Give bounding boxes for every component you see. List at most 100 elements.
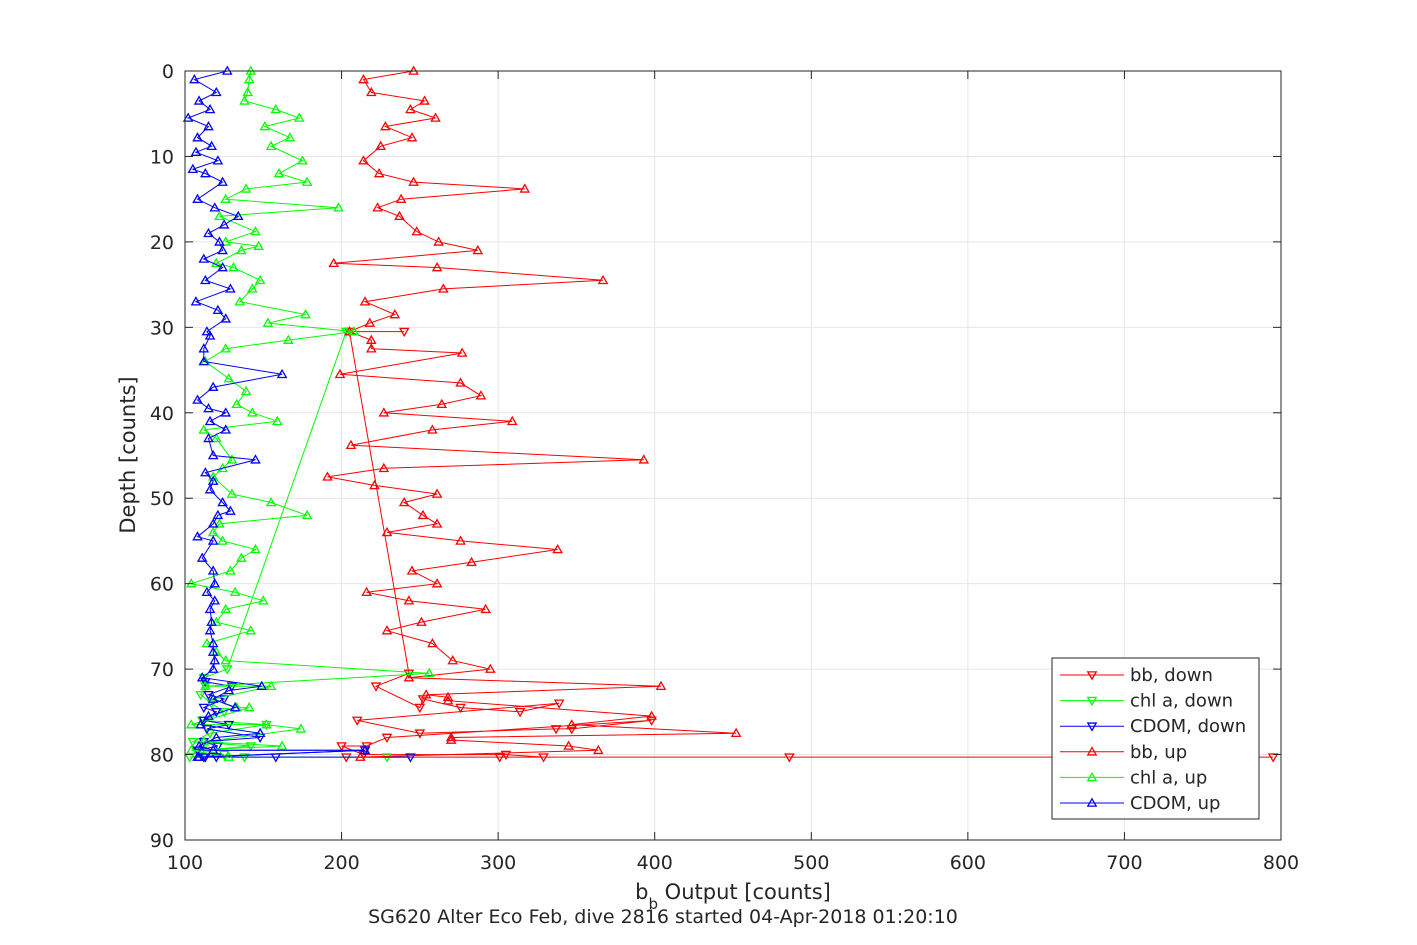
y-tick-label: 70 xyxy=(150,659,174,681)
data-point xyxy=(466,556,477,567)
data-point xyxy=(242,86,253,97)
data-point xyxy=(192,132,203,142)
data-point xyxy=(185,578,197,588)
data-point xyxy=(196,552,208,562)
series-line xyxy=(186,70,366,758)
y-tick-label: 40 xyxy=(150,403,174,425)
data-point xyxy=(236,244,247,255)
data-point xyxy=(196,672,208,682)
data-point xyxy=(420,689,432,699)
data-point xyxy=(193,95,205,105)
data-point xyxy=(301,176,313,186)
data-point xyxy=(226,454,238,464)
data-point xyxy=(427,637,438,648)
data-point xyxy=(403,595,415,605)
data-point xyxy=(220,603,232,614)
data-point xyxy=(206,140,217,150)
data-point xyxy=(254,274,266,285)
legend-swatch-marker xyxy=(1086,696,1098,707)
data-point xyxy=(433,236,444,246)
y-tick-label: 50 xyxy=(150,488,174,510)
data-point xyxy=(198,716,210,726)
data-point xyxy=(220,313,232,323)
y-tick-label: 60 xyxy=(150,574,174,596)
data-point xyxy=(361,586,372,597)
data-point xyxy=(395,193,407,203)
data-point xyxy=(217,262,228,272)
data-point xyxy=(403,672,415,682)
data-point xyxy=(472,244,484,255)
y-tick-label: 80 xyxy=(150,745,174,767)
x-tick-label: 300 xyxy=(480,852,516,874)
data-point xyxy=(484,663,496,673)
series-line xyxy=(327,70,737,758)
legend-swatch-marker xyxy=(1086,797,1098,807)
data-point xyxy=(273,168,285,178)
data-point xyxy=(351,716,363,726)
x-tick-label: 500 xyxy=(793,852,829,874)
y-tick-label: 30 xyxy=(150,317,174,339)
data-point xyxy=(336,742,347,752)
data-point xyxy=(262,317,274,327)
data-point xyxy=(416,616,427,626)
y-tick-label: 90 xyxy=(150,830,174,852)
data-point xyxy=(210,708,222,718)
data-point xyxy=(198,343,210,353)
data-point xyxy=(192,531,203,541)
data-point xyxy=(193,751,205,761)
data-point xyxy=(359,296,371,306)
data-point xyxy=(239,95,250,105)
data-point xyxy=(201,326,213,336)
x-tick-label: 200 xyxy=(323,852,359,874)
data-point xyxy=(261,719,272,729)
data-point xyxy=(519,183,531,193)
legend-label: chl a, down xyxy=(1130,691,1233,712)
data-point xyxy=(204,625,216,635)
data-point xyxy=(250,543,261,554)
y-tick-label: 10 xyxy=(150,146,174,168)
data-point xyxy=(212,509,224,520)
data-point xyxy=(217,496,228,507)
data-point xyxy=(655,680,667,690)
data-point xyxy=(218,750,230,761)
data-point xyxy=(276,368,288,379)
data-point xyxy=(638,454,650,464)
data-point xyxy=(210,86,222,97)
data-point xyxy=(217,535,228,545)
data-point xyxy=(417,509,429,520)
data-point xyxy=(340,753,352,763)
data-point xyxy=(730,727,742,737)
legend-entry: bb, down xyxy=(1060,665,1213,686)
data-point xyxy=(209,655,221,665)
data-point xyxy=(430,112,441,122)
data-point xyxy=(272,415,283,426)
data-point xyxy=(225,505,236,515)
data-point xyxy=(445,734,457,744)
legend-entry: CDOM, down xyxy=(1060,716,1246,737)
data-point xyxy=(247,407,258,417)
legend-swatch-marker xyxy=(1086,671,1098,681)
data-point xyxy=(436,398,448,409)
legend-swatch-marker xyxy=(1086,722,1098,732)
data-point xyxy=(204,603,216,614)
data-point xyxy=(475,390,487,400)
data-point xyxy=(431,488,443,498)
data-point xyxy=(203,121,214,131)
data-point xyxy=(257,595,269,605)
caption: SG620 Alter Eco Feb, dive 2816 started 0… xyxy=(368,906,958,928)
data-point xyxy=(240,385,252,396)
data-point xyxy=(243,74,255,84)
data-point xyxy=(265,680,277,690)
data-point xyxy=(218,708,230,718)
data-point xyxy=(201,586,213,597)
data-point xyxy=(226,488,238,498)
data-point xyxy=(348,326,360,336)
data-point xyxy=(223,684,235,695)
data-point xyxy=(207,535,219,545)
data-point xyxy=(414,703,426,714)
series-chl-a-up xyxy=(185,65,435,761)
data-point xyxy=(203,432,214,443)
data-point xyxy=(207,518,219,528)
data-point xyxy=(538,753,549,763)
